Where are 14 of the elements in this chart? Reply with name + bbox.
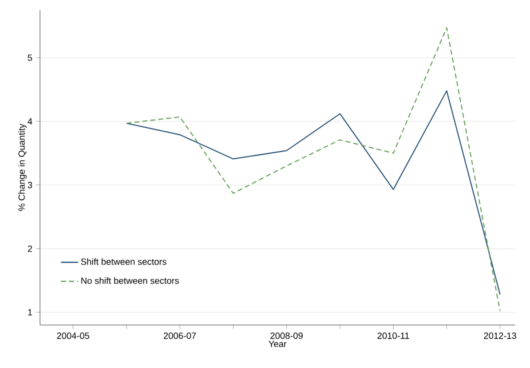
y-tick-label: 5 <box>28 54 32 61</box>
y-tick-label: 2 <box>28 245 32 252</box>
x-tick-label: 2004-05 <box>57 332 90 339</box>
legend-label: No shift between sectors <box>81 277 179 284</box>
y-tick-label: 3 <box>28 182 32 188</box>
x-tick-label: 2010-11 <box>378 332 410 339</box>
legend-label: Shift between sectors <box>81 258 166 265</box>
x-axis-title: Year <box>268 340 286 348</box>
y-axis-title: % Change in Quantity <box>18 124 27 211</box>
x-tick-label: 2012-13 <box>484 332 516 339</box>
y-tick-label: 4 <box>28 118 32 124</box>
x-tick-label: 2006-07 <box>164 332 196 339</box>
x-tick-label: 2008-09 <box>270 332 303 339</box>
y-tick-label: 1 <box>28 309 32 316</box>
